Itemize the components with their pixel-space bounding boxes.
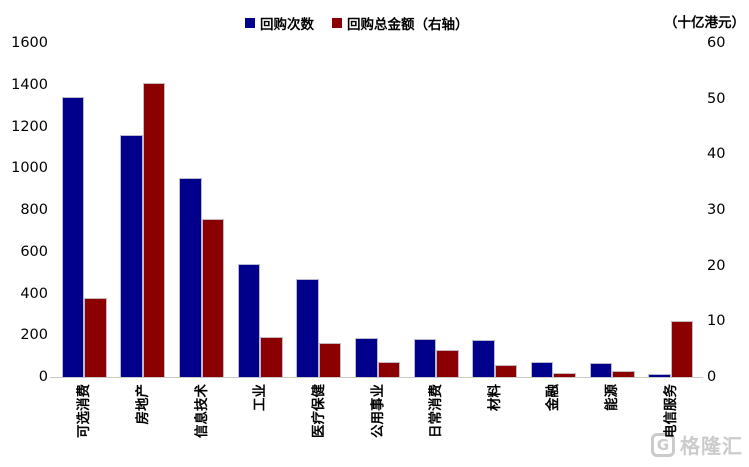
bar-count	[61, 97, 85, 377]
left-axis-tick-label: 1600	[11, 35, 48, 51]
bar-count	[472, 339, 495, 377]
right-axis-tick-label: 40	[707, 146, 726, 163]
x-axis-category-label: 房地产	[134, 384, 151, 425]
bar-amount	[260, 337, 283, 377]
x-axis-category-label: 公用事业	[369, 384, 386, 438]
bar-count	[120, 134, 143, 377]
left-axis-tick-label: 0	[38, 369, 48, 385]
legend-swatch-blue-icon	[245, 18, 255, 28]
x-axis-category-label: 可选消费	[76, 384, 93, 438]
right-axis-tick-label: 0	[707, 369, 717, 385]
right-axis-tick-label: 10	[707, 313, 726, 330]
bar-count	[530, 362, 554, 377]
legend-item-repurchase-count: 回购次数	[245, 13, 314, 33]
right-axis-tick-label: 30	[707, 202, 726, 218]
bar-count	[589, 362, 613, 377]
bar-amount	[494, 364, 518, 377]
bar-amount	[84, 297, 107, 377]
bar-amount	[318, 343, 342, 377]
bar-amount	[612, 370, 635, 377]
bar-count	[355, 338, 378, 377]
left-axis-tick-label: 400	[20, 285, 48, 302]
bar-amount	[553, 372, 576, 377]
right-axis-tick-label: 60	[707, 35, 726, 51]
left-axis-tick-label: 1200	[11, 118, 48, 135]
watermark-text: 格隆汇	[680, 434, 743, 458]
x-axis-category-label: 电信服务	[662, 384, 679, 438]
left-axis-tick-label: 1400	[11, 76, 48, 93]
legend-label: 回购次数	[260, 17, 314, 33]
bar-count	[413, 339, 437, 377]
right-axis-unit-label: （十亿港元）	[664, 15, 745, 31]
x-axis-line	[50, 377, 703, 378]
x-axis-category-label: 金融	[545, 384, 562, 411]
left-axis-tick-label: 600	[20, 243, 48, 260]
x-axis-category-label: 工业	[252, 384, 269, 411]
right-axis-tick-label: 20	[707, 257, 726, 274]
bar-amount	[142, 83, 166, 377]
bar-amount	[201, 219, 225, 377]
bar-count	[296, 278, 319, 377]
legend: 回购次数 回购总金额（右轴）	[245, 13, 469, 33]
bar-count	[179, 177, 202, 377]
gelonghui-logo-icon: G	[651, 432, 675, 457]
x-axis-category-label: 能源	[604, 384, 621, 411]
bar-amount	[436, 349, 459, 377]
bar-amount	[670, 321, 694, 377]
bar-count	[648, 374, 671, 377]
legend-label: 回购总金额（右轴）	[347, 17, 469, 33]
left-axis-tick-label: 800	[20, 202, 48, 218]
left-axis-tick-label: 200	[20, 327, 48, 344]
watermark: G 格隆汇	[651, 430, 743, 459]
x-axis-category-label: 信息技术	[193, 384, 210, 438]
x-axis-category-label: 日常消费	[428, 384, 445, 438]
x-axis-category-label: 材料	[486, 384, 503, 411]
legend-swatch-red-icon	[332, 18, 342, 28]
x-axis-category-label: 医疗保健	[310, 384, 327, 438]
right-axis-tick-label: 50	[707, 90, 726, 107]
legend-item-repurchase-amount: 回购总金额（右轴）	[332, 13, 469, 33]
bar-count	[237, 264, 261, 377]
left-axis-tick-label: 1000	[11, 160, 48, 177]
bar-amount	[377, 361, 400, 377]
